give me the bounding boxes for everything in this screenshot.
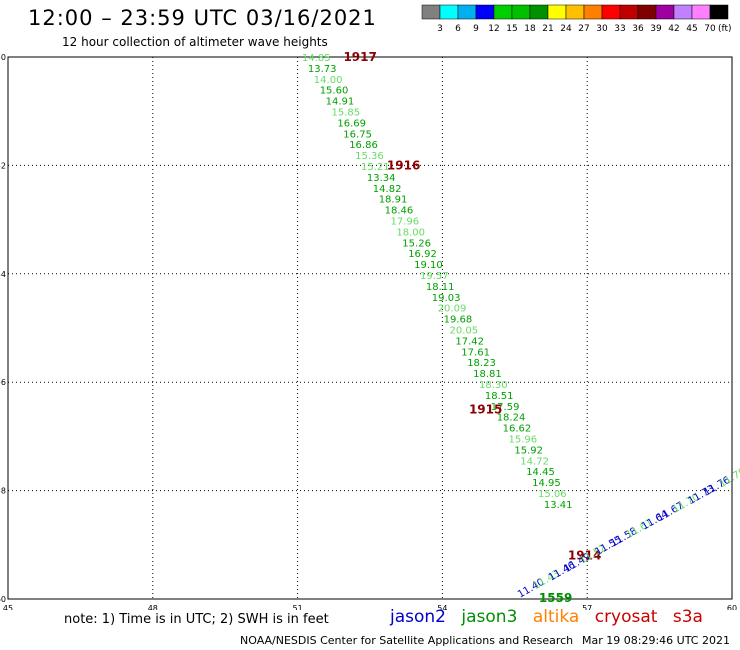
swh-value: 13.41 [544,500,573,511]
page-title: 12:00 – 23:59 UTC 03/16/2021 [28,6,377,30]
legend-label: 3 [437,24,443,34]
swh-value: 15.36 [355,151,384,162]
lat-tick-label: -56 [0,378,6,387]
legend-label: 12 [488,24,499,34]
legend-swatch [709,4,729,20]
lat-tick-label: -54 [0,270,6,279]
swh-value: 16.62 [503,424,532,435]
legend-label: 33 [614,24,625,34]
legend-label: 30 [596,24,608,34]
credit-text: NOAA/NESDIS Center for Satellite Applica… [240,634,574,647]
map-frame [7,56,733,600]
swh-value: 14.72 [520,456,549,467]
legend-label: 9 [473,24,479,34]
lon-tick-label: 57 [582,604,592,610]
swh-value: 16.75 [343,129,372,140]
legend-label: 24 [560,24,572,34]
note-text: note: 1) Time is in UTC; 2) SWH is in fe… [64,612,329,627]
swh-value: 13.34 [367,173,396,184]
swh-value: 16.92 [408,249,437,260]
swh-value: 18.00 [396,227,425,238]
satellite-cryosat: cryosat [594,607,658,627]
swh-value: 14.95 [532,478,561,489]
legend-unit: (ft) [718,24,732,34]
legend-label: 27 [578,24,589,34]
swh-value: 14.85 [302,53,331,64]
lon-tick-label: 48 [148,604,158,610]
legend-label: 36 [632,24,644,34]
swh-value: 15.85 [332,108,361,119]
swh-value: 19.10 [414,260,443,271]
legend-label: 6 [455,24,461,34]
swh-value: 15.06 [538,489,567,500]
swh-value: 18.51 [485,391,514,402]
swh-value: 18.46 [385,206,414,217]
track-time-label: 1559 [539,591,572,605]
swh-value: 19.68 [444,315,473,326]
swh-value: 17.96 [391,217,420,228]
legend-label: 18 [524,24,536,34]
jason2-swh-value: 11.79 [718,466,740,490]
color-legend: 3 6 9 12 15 18 21 24 27 30 33 36 39 42 45 70 (ft) [421,4,732,34]
swh-value: 13.73 [308,64,337,75]
timestamp-text: Mar 19 08:29:46 UTC 2021 [582,634,730,647]
lon-tick-label: 45 [3,604,13,610]
swh-value: 19.57 [420,271,449,282]
swh-value: 16.86 [349,140,378,151]
legend-label: 15 [506,24,517,34]
swh-value: 15.60 [320,86,349,97]
satellite-jason3: jason3 [461,607,518,627]
swh-value: 18.91 [379,195,408,206]
swh-value: 17.61 [461,347,490,358]
track-time-label: 1914 [568,549,601,563]
lat-tick-label: -52 [0,161,6,170]
swh-value: 14.91 [326,97,355,108]
swh-value: 18.11 [426,282,455,293]
swh-value: 14.82 [373,184,402,195]
legend-label: 39 [650,24,662,34]
swh-value: 18.30 [479,380,508,391]
swh-value: 15.21 [361,162,390,173]
swh-value: 15.26 [402,238,431,249]
lon-tick-label: 54 [437,604,447,610]
swh-value: 17.42 [455,336,484,347]
swh-value: 15.92 [514,445,543,456]
track-time-label: 1916 [387,158,420,172]
lon-tick-label: 60 [727,604,737,610]
lon-tick-label: 51 [293,604,303,610]
track-time-label: 1915 [469,402,502,416]
legend-label: 70 [704,24,716,34]
lat-tick-label: -50 [0,53,6,62]
swh-value: 14.45 [526,467,555,478]
swh-value: 18.24 [497,413,526,424]
swh-value: 18.23 [467,358,496,369]
satellite-altika: altika [532,607,580,627]
page-subtitle: 12 hour collection of altimeter wave hei… [62,35,328,49]
satellite-jason2: jason2 [390,607,446,627]
swh-value: 16.69 [337,118,366,129]
swh-value: 14.00 [314,75,343,86]
swh-value: 19.03 [432,293,461,304]
legend-label: 21 [542,24,553,34]
satellite-legend: jason2 jason3 altika cryosat s3a [390,607,713,627]
swh-value: 20.05 [450,326,479,337]
lat-tick-label: -58 [0,487,6,496]
wave-height-map: 45 48 51 54 57 60 -50 -52 -54 -56 -58 -60 14.8513.73… [0,50,740,610]
swh-value: 15.96 [509,435,538,446]
swh-value: 20.09 [438,304,467,315]
swh-value: 18.81 [473,369,502,380]
legend-label: 45 [686,24,697,34]
legend-label: 42 [668,24,679,34]
track-time-label: 1917 [343,50,376,64]
swh-value: 17.59 [491,402,520,413]
satellite-s3a: s3a [672,607,703,627]
lat-tick-label: -60 [0,595,6,604]
